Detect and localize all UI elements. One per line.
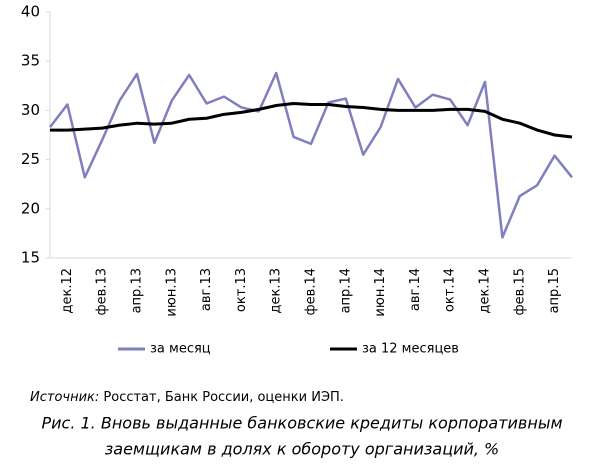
source: Источник: Росстат, Банк России, оценки И… — [30, 390, 344, 405]
x-tick-label: авг.13 — [199, 268, 214, 311]
x-tick-label: фев.14 — [304, 268, 319, 315]
caption: Рис. 1. Вновь выданные банковские кредит… — [41, 414, 562, 433]
series-line — [50, 102, 573, 139]
x-tick-label: апр.13 — [130, 268, 145, 313]
legend-label: за месяц — [150, 342, 211, 357]
y-tick-label: 25 — [21, 150, 40, 168]
x-tick-label: авг.14 — [408, 268, 423, 311]
x-tick-label: июн.13 — [164, 268, 179, 317]
x-tick-label: дек.14 — [478, 268, 493, 314]
source-text: Росстат, Банк России, оценки ИЭП. — [99, 390, 344, 405]
x-tick-label: дек.13 — [269, 268, 284, 314]
x-tick-label: апр.15 — [547, 268, 562, 313]
y-tick-label: 15 — [21, 249, 40, 267]
x-tick-label: окт.14 — [443, 268, 458, 312]
legend-label: за 12 месяцев — [362, 342, 459, 357]
y-tick-label: 35 — [21, 52, 40, 70]
y-tick-label: 30 — [21, 101, 40, 119]
series-line — [49, 71, 573, 239]
caption: заемщикам в долях к обороту организаций,… — [105, 440, 500, 459]
y-tick-label: 20 — [21, 199, 40, 217]
x-tick-label: окт.13 — [234, 268, 249, 312]
x-tick-label: июн.14 — [373, 268, 388, 317]
x-tick-label: фев.13 — [95, 268, 110, 315]
y-tick-label: 40 — [21, 3, 40, 21]
x-tick-label: дек.12 — [60, 268, 75, 314]
x-tick-label: фев.15 — [512, 268, 527, 315]
x-tick-label: апр.14 — [338, 268, 353, 313]
source-label: Источник: — [30, 390, 99, 405]
